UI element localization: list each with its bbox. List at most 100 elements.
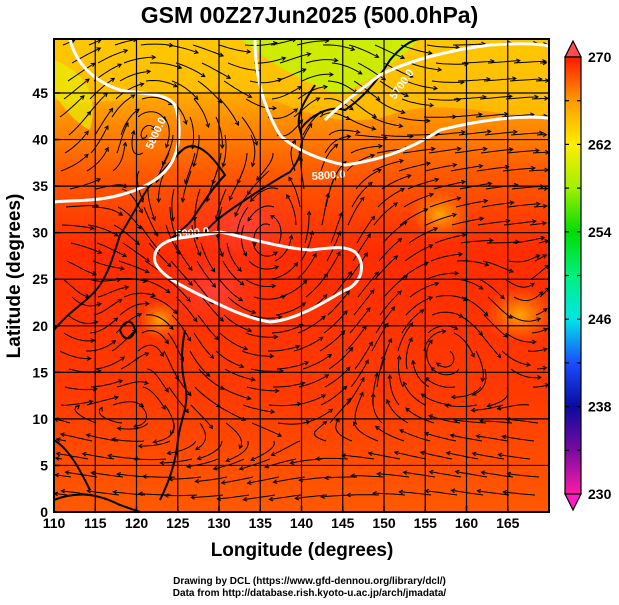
streamline xyxy=(472,368,487,396)
streamline xyxy=(325,176,336,208)
streamline-arrow xyxy=(480,377,486,383)
streamline xyxy=(531,97,549,100)
streamline xyxy=(218,278,243,302)
streamline-arrow xyxy=(461,232,467,238)
streamline-arrow xyxy=(349,105,354,111)
streamline-arrow xyxy=(489,238,494,243)
streamline xyxy=(435,294,468,301)
streamline-arrow xyxy=(419,309,425,314)
streamline xyxy=(454,148,487,154)
streamline xyxy=(509,78,542,82)
streamline xyxy=(112,142,126,172)
streamline-arrow xyxy=(535,254,541,259)
streamline-arrow xyxy=(159,460,165,466)
streamline-arrow xyxy=(367,451,373,456)
streamline-arrow xyxy=(486,129,492,135)
streamline-arrow xyxy=(374,425,380,431)
streamline xyxy=(271,324,303,334)
streamline xyxy=(118,260,150,273)
y-tick-label: 45 xyxy=(32,85,48,101)
streamline-arrow xyxy=(186,336,192,342)
streamline-arrow xyxy=(111,437,117,442)
streamline-arrow xyxy=(151,292,157,298)
streamline xyxy=(120,108,140,136)
streamline-arrow xyxy=(482,146,488,152)
streamline xyxy=(119,70,151,82)
streamline-arrow xyxy=(461,179,467,185)
streamline-arrow xyxy=(161,405,166,410)
streamline xyxy=(403,382,426,406)
streamline-arrow xyxy=(193,95,199,101)
streamline-arrow xyxy=(137,491,143,497)
streamline-arrow xyxy=(205,372,211,377)
streamline xyxy=(371,116,403,127)
streamline xyxy=(115,83,144,100)
streamline xyxy=(321,193,329,226)
streamline xyxy=(274,235,293,262)
streamline-arrow xyxy=(398,489,404,495)
streamline-arrow xyxy=(306,52,312,57)
x-axis-ticks: 110 115 120 125 130 135 140 145 150 155 160 165 xyxy=(43,506,520,531)
streamline-arrow xyxy=(209,354,215,360)
y-axis-title: Latitude (degrees) xyxy=(4,194,25,359)
streamline xyxy=(82,453,115,460)
streamline-arrow xyxy=(478,163,484,169)
streamline-arrow xyxy=(145,301,150,307)
streamline xyxy=(503,220,536,226)
streamline-arrow xyxy=(345,290,350,296)
streamline xyxy=(141,96,173,106)
streamline xyxy=(331,271,352,298)
streamline xyxy=(383,274,408,298)
streamline xyxy=(428,148,461,154)
streamline xyxy=(215,350,244,368)
streamline xyxy=(529,222,546,226)
streamline-arrow xyxy=(368,181,373,187)
colorbar-over-triangle xyxy=(564,39,582,58)
streamline-arrow xyxy=(97,302,103,307)
streamline xyxy=(249,314,282,319)
streamline-arrow xyxy=(420,393,426,398)
streamline-arrow xyxy=(200,72,206,78)
streamline-arrow xyxy=(437,67,443,72)
streamline-arrow xyxy=(400,188,406,193)
streamline xyxy=(481,201,514,208)
streamline xyxy=(354,134,387,139)
streamline xyxy=(451,217,484,226)
streamline xyxy=(509,314,541,322)
streamline xyxy=(97,286,129,298)
streamline xyxy=(91,206,123,216)
streamline-arrow xyxy=(166,450,172,456)
streamline xyxy=(428,415,461,424)
streamline-arrow xyxy=(247,327,253,333)
streamline xyxy=(371,323,389,352)
streamline xyxy=(533,205,547,208)
streamline xyxy=(250,187,279,202)
x-tick-label: 130 xyxy=(207,515,231,531)
streamline-arrow xyxy=(81,451,87,457)
streamline-arrow xyxy=(483,198,489,204)
streamline xyxy=(189,116,195,149)
streamline xyxy=(380,134,413,137)
streamline-arrow xyxy=(449,433,455,438)
streamline xyxy=(94,356,125,370)
streamline xyxy=(239,458,271,470)
streamline-arrow xyxy=(118,379,124,384)
streamline-arrow xyxy=(104,124,109,130)
x-tick-label: 165 xyxy=(496,515,520,531)
streamline xyxy=(140,278,170,294)
streamline xyxy=(451,386,482,398)
streamline-arrow xyxy=(530,282,536,287)
streamline-arrow xyxy=(399,429,405,434)
streamline-arrow xyxy=(238,465,244,471)
streamline-arrow xyxy=(456,196,462,201)
streamline-arrow xyxy=(239,281,245,286)
streamline xyxy=(90,379,123,388)
streamline-arrow xyxy=(452,212,458,218)
streamline-arrow xyxy=(137,443,143,449)
streamline xyxy=(497,404,530,410)
streamline xyxy=(501,350,531,366)
cool-eddy xyxy=(138,300,182,340)
streamline-arrow xyxy=(454,469,460,475)
streamline xyxy=(532,151,549,154)
streamline xyxy=(220,386,251,400)
